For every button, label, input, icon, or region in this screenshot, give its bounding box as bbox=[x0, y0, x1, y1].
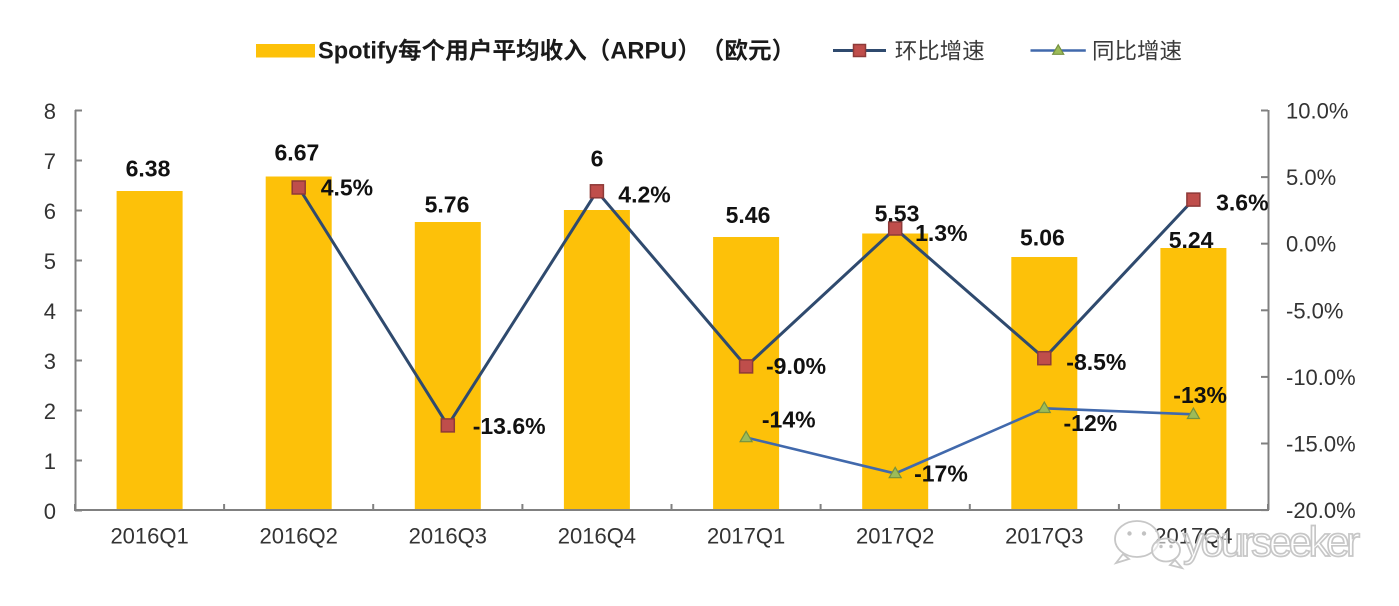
svg-text:4.2%: 4.2% bbox=[618, 182, 670, 208]
svg-text:6: 6 bbox=[591, 146, 604, 172]
svg-text:-8.5%: -8.5% bbox=[1066, 349, 1126, 375]
svg-text:2017Q1: 2017Q1 bbox=[707, 524, 785, 549]
svg-text:-20.0%: -20.0% bbox=[1286, 498, 1356, 523]
svg-text:-17%: -17% bbox=[914, 460, 968, 486]
svg-text:-13.6%: -13.6% bbox=[473, 413, 546, 439]
svg-text:8: 8 bbox=[44, 99, 56, 124]
svg-text:6.38: 6.38 bbox=[126, 156, 171, 182]
svg-text:2017Q3: 2017Q3 bbox=[1005, 524, 1083, 549]
svg-text:7: 7 bbox=[44, 149, 56, 174]
svg-text:2017Q2: 2017Q2 bbox=[856, 524, 934, 549]
svg-text:5.46: 5.46 bbox=[726, 202, 771, 228]
svg-text:Spotify: Spotify bbox=[318, 39, 398, 65]
svg-text:3: 3 bbox=[44, 349, 56, 374]
svg-text:-9.0%: -9.0% bbox=[766, 353, 826, 379]
svg-text:5.06: 5.06 bbox=[1020, 224, 1065, 250]
svg-text:1.3%: 1.3% bbox=[915, 220, 967, 246]
svg-text:0: 0 bbox=[44, 499, 56, 524]
svg-text:4.5%: 4.5% bbox=[321, 175, 373, 201]
svg-text:6.67: 6.67 bbox=[275, 139, 320, 165]
svg-text:-14%: -14% bbox=[762, 407, 816, 433]
svg-text:2016Q3: 2016Q3 bbox=[409, 524, 487, 549]
svg-text:2016Q1: 2016Q1 bbox=[110, 524, 188, 549]
svg-text:6: 6 bbox=[44, 199, 56, 224]
svg-text:5.24: 5.24 bbox=[1169, 227, 1214, 253]
svg-text:5.0%: 5.0% bbox=[1286, 165, 1336, 190]
svg-text:-5.0%: -5.0% bbox=[1286, 298, 1343, 323]
svg-text:-15.0%: -15.0% bbox=[1286, 432, 1356, 457]
svg-text:-13%: -13% bbox=[1173, 382, 1227, 408]
svg-text:ARPU: ARPU bbox=[610, 39, 677, 65]
svg-text:yourseeker: yourseeker bbox=[1183, 518, 1360, 565]
svg-text:-10.0%: -10.0% bbox=[1286, 365, 1356, 390]
svg-text:10.0%: 10.0% bbox=[1286, 99, 1348, 124]
svg-text:0.0%: 0.0% bbox=[1286, 232, 1336, 257]
svg-text:-12%: -12% bbox=[1064, 410, 1118, 436]
svg-text:2016Q2: 2016Q2 bbox=[260, 524, 338, 549]
svg-text:1: 1 bbox=[44, 449, 56, 474]
svg-text:3.6%: 3.6% bbox=[1216, 190, 1268, 216]
svg-text:4: 4 bbox=[44, 299, 56, 324]
svg-text:5: 5 bbox=[44, 249, 56, 274]
svg-text:5.53: 5.53 bbox=[875, 200, 920, 226]
svg-text:2: 2 bbox=[44, 399, 56, 424]
svg-text:5.76: 5.76 bbox=[425, 192, 470, 218]
svg-text:2016Q4: 2016Q4 bbox=[558, 524, 636, 549]
